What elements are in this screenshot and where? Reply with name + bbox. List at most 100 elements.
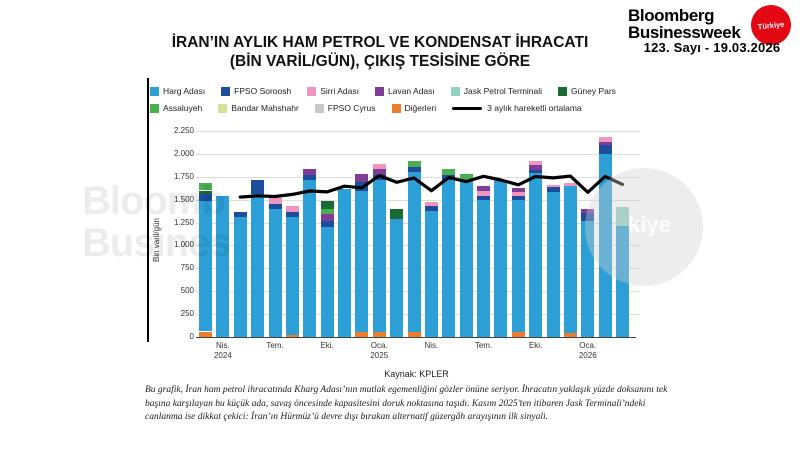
x-tick-month: Eki. <box>320 341 334 350</box>
bar-segment-harg-Mar--2026 <box>616 226 629 337</box>
bar-segment-harg-Mar--2025 <box>407 171 421 333</box>
bar-segment-fpso-Nis--2025 <box>424 206 438 211</box>
y-tick-label: 2.000 <box>173 148 194 158</box>
bar-segment-fpso-Eyl--2025 <box>511 195 525 200</box>
y-tick-label: 750 <box>180 263 194 273</box>
x-tick-month: Tem. <box>474 341 493 350</box>
bar-segment-dig-Ara--2025 <box>563 332 577 337</box>
y-tick-label: 0 <box>189 332 194 341</box>
chart-title-line1: İRAN’IN AYLIK HAM PETROL VE KONDENSAT İH… <box>171 34 589 51</box>
legend-item-cyrus: FPSO Cyrus <box>314 103 376 113</box>
bar-segment-harg-Eki--2024 <box>320 227 334 337</box>
bar-segment-sirri-Nis--2025 <box>424 201 438 207</box>
legend-row-1: Harg Adası FPSO Soroosh Sirri Adası Lavan A… <box>150 86 670 96</box>
bar-segment-harg-Şub--2025 <box>390 218 404 337</box>
bar-segment-sirri-Ara--2025 <box>563 183 577 187</box>
bar-segment-harg-Eyl--2024 <box>303 179 317 337</box>
bar-segment-harg-Tem--2025 <box>477 199 490 337</box>
bar-segment-harg-Ara--2024 <box>355 190 369 333</box>
jask-swatch-icon <box>450 86 460 96</box>
bar-segment-sirri-Eki--2025 <box>529 160 543 166</box>
bar-segment-sirri-Şub--2026 <box>598 136 612 142</box>
bar-segment-guney-Eki--2024 <box>320 200 334 209</box>
bar-segment-assaluyeh-Eki--2024 <box>320 208 334 214</box>
x-tick-month: Nis. <box>215 341 230 350</box>
bar-segment-fpso-Mar--2024 <box>199 194 212 202</box>
bar-segment-lavan-Tem--2025 <box>477 185 490 192</box>
y-tick-label: 500 <box>180 286 194 296</box>
legend-item-lavan: Lavan Adası <box>374 86 435 96</box>
x-tick-year: 2025 <box>370 350 389 360</box>
bar-segment-dig-Mar--2025 <box>407 332 421 337</box>
legend-row-2: Assaluyeh Bandar Mahshahr FPSO Cyrus Diğerl… <box>150 103 670 113</box>
x-tick-month: Oca. <box>579 341 597 350</box>
bar-segment-harg-Eyl--2025 <box>511 199 525 333</box>
fpso-swatch-icon <box>221 86 231 96</box>
bar-segment-dig-Oca--2025 <box>372 331 386 337</box>
caption-text: Bu grafik, İran ham petrol ihracatında K… <box>145 385 668 422</box>
x-tick-month: Nis. <box>424 341 439 350</box>
bar-segment-harg-Kas--2025 <box>546 192 560 337</box>
sirri-swatch-icon <box>307 86 317 96</box>
bar-segment-harg-Eki--2025 <box>529 173 543 337</box>
x-tick-Nis.2024: Nis. 2024 <box>197 341 249 360</box>
bar-segment-lavan-Eyl--2025 <box>511 188 525 193</box>
bar-segment-guney-Şub--2025 <box>390 208 404 219</box>
chart-title-line2: (BİN VARİL/GÜN), ÇIKIŞ TESİSİNE GÖRE <box>229 53 531 70</box>
legend-item-moving-average: 3 aylık hareketli ortalama <box>452 103 582 113</box>
bar-segment-dig-Mar--2024 <box>199 331 212 337</box>
legend-item-jask: Jask Petrol Terminali <box>450 86 543 96</box>
legend-label-dig: Diğerleri <box>404 103 437 113</box>
bar-segment-fpso-Haz--2024 <box>251 179 265 195</box>
x-tick-Tem.: Tem. <box>249 341 301 351</box>
x-tick-Eki.: Eki. <box>301 341 353 351</box>
legend-label-lavan: Lavan Adası <box>387 86 435 96</box>
legend-item-harg: Harg Adası <box>150 86 205 96</box>
bar-segment-fpso-Eyl--2024 <box>303 175 317 180</box>
y-tick-label: 2.250 <box>173 126 194 135</box>
legend-label-fpso: FPSO Soroosh <box>234 86 292 96</box>
bar-segment-lavan-Eki--2024 <box>320 213 334 221</box>
bar-segment-harg-Oca--2026 <box>581 221 595 337</box>
bar-segment-fpso-Ağu--2024 <box>285 212 299 218</box>
x-tick-month: Tem. <box>266 341 284 350</box>
guney-swatch-icon <box>558 86 568 96</box>
issue-date-line: 123. Sayı - 19.03.2026 <box>643 40 781 55</box>
bar-segment-fpso-Kas--2025 <box>546 187 560 193</box>
bar-segment-fpso-Şub--2026 <box>598 145 612 155</box>
bar-segment-harg-Şub--2026 <box>598 154 612 337</box>
bar-segment-fpso-Oca--2026 <box>581 212 595 222</box>
x-tick-Eki.: Eki. <box>510 341 562 351</box>
bar-segment-lavan-Oca--2025 <box>372 168 386 176</box>
bar-segment-sirri-Eyl--2025 <box>511 192 525 196</box>
logo-line1: Bloomberg <box>628 6 715 25</box>
legend-label-jask: Jask Petrol Terminali <box>463 86 543 96</box>
bar-segment-fpso-Eki--2024 <box>320 220 334 228</box>
bar-segment-fpso-Eki--2025 <box>529 169 543 174</box>
legend-item-assaluyeh: Assaluyeh <box>150 103 202 113</box>
bar-segment-fpso-May--2024 <box>233 212 247 218</box>
x-tick-month: Oca. <box>370 341 388 350</box>
legend-label-assaluyeh: Assaluyeh <box>163 103 203 113</box>
legend-label-harg: Harg Adası <box>163 86 206 96</box>
moving-average-line-icon <box>452 106 483 110</box>
bar-segment-harg-Kas--2024 <box>338 188 351 337</box>
gridline-2.250 <box>196 131 640 132</box>
bar-segment-fpso-Tem--2025 <box>477 195 490 200</box>
bar-segment-fpso-Oca--2025 <box>372 175 386 181</box>
legend-item-fpso: FPSO Soroosh <box>221 86 291 96</box>
legend-item-guney: Güney Pars <box>558 86 616 96</box>
legend-item-dig: Diğerleri <box>391 103 437 113</box>
bar-segment-sirri-Ağu--2024 <box>285 205 299 213</box>
bar-segment-sirri-Oca--2025 <box>372 163 386 169</box>
bar-segment-assaluyeh-Mar--2025 <box>407 161 421 167</box>
cyrus-swatch-icon <box>314 103 324 113</box>
gridline-2.000 <box>196 153 640 155</box>
x-tick-Oca.2026: Oca. 2026 <box>562 341 614 360</box>
bloomberg-businessweek-logo: Bloomberg Businessweek <box>628 6 741 41</box>
legend-item-bandar: Bandar Mahshahr <box>218 103 299 113</box>
x-tick-year: 2026 <box>578 350 597 360</box>
bar-segment-harg-Ağu--2024 <box>285 217 299 336</box>
